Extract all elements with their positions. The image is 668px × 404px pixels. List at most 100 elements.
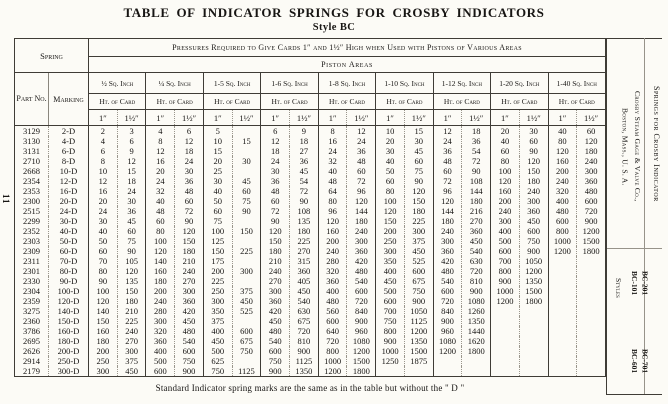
- value-cell: 480: [547, 206, 577, 216]
- value-cell: [490, 356, 520, 366]
- value-cell: 4: [145, 125, 175, 136]
- value-cell: 30: [518, 125, 549, 136]
- style-bc101: BC-101: [630, 270, 640, 296]
- value-cell: 270: [116, 336, 146, 346]
- value-cell: 420: [174, 306, 204, 316]
- value-cell: 1350: [518, 276, 549, 286]
- marking-cell: 250-D: [48, 356, 90, 366]
- value-cell: [576, 286, 606, 296]
- value-cell: 48: [145, 206, 175, 216]
- value-cell: [231, 276, 261, 286]
- value-cell: 350: [375, 256, 405, 266]
- value-cell: 108: [461, 176, 491, 186]
- value-cell: 250: [88, 356, 118, 366]
- area-header: 1-5 Sq. Inch: [202, 72, 261, 94]
- value-cell: 500: [375, 286, 405, 296]
- table-body: 3129 2-D 2 3 4 6 5 6 9 8 12 10 15 12 18 20 30 40 60 3130 4-D…: [14, 125, 606, 377]
- value-cell: 300: [490, 216, 520, 226]
- value-cell: 60: [174, 196, 204, 206]
- value-cell: 400: [317, 286, 347, 296]
- value-cell: 135: [116, 276, 146, 286]
- value-cell: 175: [202, 256, 233, 266]
- value-cell: 5: [202, 125, 233, 136]
- value-cell: 160: [145, 266, 175, 276]
- inch-row: 1″ 1½″ 1″ 1½″ 1″ 1½″ 1″ 1½″ 1″ 1½″ 1″ 1½″ 1″ 1½″ 1″ 1½″…: [15, 109, 606, 126]
- table-row: 3130 4-D 4 6 8 12 10 15 12 18 16 24 20 30 24 36 40 60 80 12…: [14, 136, 606, 146]
- value-cell: 1350: [461, 316, 491, 326]
- value-cell: 12: [145, 146, 175, 156]
- value-cell: 810: [289, 336, 319, 346]
- value-cell: 36: [289, 156, 319, 166]
- value-cell: 270: [289, 246, 319, 256]
- value-cell: 140: [88, 306, 118, 316]
- value-cell: 90: [403, 176, 434, 186]
- table-row: 2695 180-D 180 270 360 540 450 675 540 810 720 1080…: [14, 336, 606, 346]
- value-cell: 1080: [346, 336, 376, 346]
- value-cell: 750: [260, 356, 290, 366]
- value-cell: 500: [145, 356, 175, 366]
- value-cell: 450: [260, 316, 290, 326]
- table-row: 2515 24-D 24 36 48 72 60 90 72 108 96 144 120 180 144 2…: [14, 206, 606, 216]
- area-header: ½ Sq. Inch: [88, 72, 146, 94]
- value-cell: [518, 306, 549, 316]
- table-row: 2626 200-D 200 300 400 600 500 750 600 900 800 1200…: [14, 346, 606, 356]
- part-no-cell: 2695: [14, 336, 49, 346]
- value-cell: 675: [289, 316, 319, 326]
- value-cell: 15: [231, 136, 261, 146]
- value-cell: 90: [174, 216, 204, 226]
- value-cell: 18: [260, 146, 290, 156]
- marking-cell: 200-D: [48, 346, 90, 356]
- value-cell: 1620: [461, 336, 491, 346]
- value-cell: 80: [490, 156, 520, 166]
- value-cell: 450: [289, 286, 319, 296]
- value-cell: 1000: [547, 236, 577, 246]
- value-cell: [231, 316, 261, 326]
- style-subtitle: Style BC: [312, 22, 356, 33]
- marking-cell: 12-D: [48, 176, 90, 186]
- value-cell: 75: [116, 236, 146, 246]
- value-cell: 300: [116, 346, 146, 356]
- value-cell: [547, 296, 577, 306]
- value-cell: 72: [346, 176, 376, 186]
- part-no-cell: 3130: [14, 136, 49, 146]
- value-cell: 480: [317, 296, 347, 306]
- value-cell: 20: [202, 156, 233, 166]
- value-cell: 1200: [518, 266, 549, 276]
- value-cell: 1800: [346, 366, 376, 377]
- value-cell: 750: [174, 356, 204, 366]
- value-cell: 20: [375, 136, 405, 146]
- value-cell: 24: [346, 136, 376, 146]
- card-height-1half-header: 1½″: [518, 109, 549, 126]
- value-cell: 750: [518, 236, 549, 246]
- value-cell: 600: [547, 216, 577, 226]
- value-cell: 90: [231, 206, 261, 216]
- value-cell: 30: [88, 216, 118, 226]
- value-cell: 70: [88, 256, 118, 266]
- value-cell: 30: [375, 146, 405, 156]
- value-cell: 30: [202, 176, 233, 186]
- value-cell: 1350: [403, 336, 434, 346]
- value-cell: [576, 336, 606, 346]
- value-cell: 15: [202, 146, 233, 156]
- value-cell: 600: [490, 246, 520, 256]
- style-group-bc100: BC-101 BC-201: [629, 252, 649, 314]
- value-cell: 180: [145, 276, 175, 286]
- value-cell: [547, 266, 577, 276]
- card-height-1half-header: 1½″: [576, 109, 606, 126]
- value-cell: 200: [490, 196, 520, 206]
- panel-mid-rule: [607, 248, 662, 249]
- card-height-1half-header: 1½″: [289, 109, 319, 126]
- value-cell: 1000: [490, 286, 520, 296]
- value-cell: 120: [145, 246, 175, 256]
- value-cell: 120: [490, 176, 520, 186]
- value-cell: [231, 166, 261, 176]
- value-cell: 270: [260, 276, 290, 286]
- value-cell: 1500: [346, 356, 376, 366]
- part-no-cell: 2352: [14, 226, 49, 236]
- value-cell: 180: [174, 246, 204, 256]
- sidebar-styles-label: Styles: [614, 278, 623, 298]
- table-row: 2301 80-D 80 120 160 240 200 300 240 360 320 480 400…: [14, 266, 606, 276]
- marking-cell: 90-D: [48, 276, 90, 286]
- value-cell: 18: [461, 125, 491, 136]
- value-cell: 420: [432, 256, 462, 266]
